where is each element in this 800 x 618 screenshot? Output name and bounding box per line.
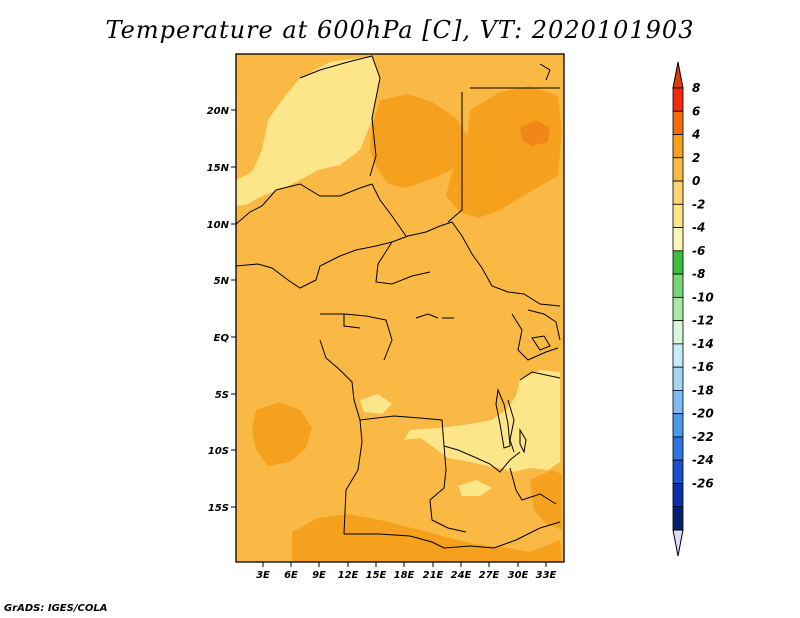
cool-region-north <box>236 56 380 206</box>
colorbar-label: -8 <box>692 267 705 281</box>
latitude-labels: 20N 15N 10N 5N EQ 5S 10S 15S <box>207 106 230 514</box>
colorbar-segment <box>672 390 684 415</box>
warm-region-southeast <box>530 470 562 530</box>
map-frame <box>235 53 565 563</box>
colorbar-bottom-arrow <box>672 529 684 557</box>
colorbar-label: 8 <box>692 81 700 95</box>
longitude-labels: 3E 6E 9E 12E 15E 18E 21E 24E 27E 30E 33E <box>256 570 556 581</box>
colorbar-segment <box>672 320 684 345</box>
warm-region-west <box>252 402 312 466</box>
warm-region-northeast <box>446 86 562 218</box>
lon-label: 15E <box>366 570 387 581</box>
colorbar-label: -22 <box>692 430 714 444</box>
hot-spot-northeast <box>520 120 550 146</box>
lat-label: 15S <box>208 503 229 514</box>
colorbar-segment <box>672 296 684 322</box>
colorbar-label: -26 <box>692 476 714 490</box>
colorbar-segment <box>672 343 684 368</box>
warm-region-south <box>292 514 562 562</box>
lon-label: 27E <box>479 570 500 581</box>
colorbar-label: -12 <box>692 314 714 328</box>
colorbar-segment <box>672 366 684 391</box>
colorbar-segment <box>672 459 684 484</box>
colorbar-label: -24 <box>692 453 714 467</box>
colorbar-labels: 8 6 4 2 0 -2 -4 -6 -8 -10 -12 -14 -16 -18 -20 -22 -24 -26 <box>691 81 714 490</box>
lat-label: 15N <box>207 163 230 174</box>
lakes <box>415 313 551 454</box>
cool-region-small-1 <box>360 394 392 414</box>
lat-label: 5S <box>215 390 229 401</box>
colorbar-segment <box>672 436 684 461</box>
chart-title: Temperature at 600hPa [C], VT: 202010190… <box>105 16 695 44</box>
axis-ticks <box>231 109 547 567</box>
colorbar-label: -16 <box>692 360 714 374</box>
colorbar-segment <box>672 273 684 298</box>
colorbar-label: 6 <box>692 104 700 118</box>
colorbar-label: 4 <box>691 128 700 142</box>
colorbar-segment <box>672 250 684 275</box>
cool-region-small-2 <box>458 480 492 496</box>
colorbar-label: 2 <box>692 151 700 165</box>
lon-label: 21E <box>423 570 444 581</box>
lon-label: 9E <box>312 570 326 581</box>
footer-credit: GrADS: IGES/COLA <box>4 603 108 614</box>
lon-label: 30E <box>508 570 529 581</box>
colorbar-label: -2 <box>692 197 705 211</box>
colorbar-segment <box>672 483 684 508</box>
colorbar-top-arrow <box>672 61 684 89</box>
warm-region-north <box>370 94 470 188</box>
colorbar: 8 6 4 2 0 -2 -4 -6 -8 -10 -12 -14 -16 -18 -20 -22 -24 -26 <box>672 61 714 557</box>
colorbar-label: -20 <box>692 407 714 421</box>
colorbar-label: -14 <box>692 337 714 351</box>
lon-label: 6E <box>284 570 298 581</box>
colorbar-segments <box>672 87 684 531</box>
lat-label: EQ <box>214 333 230 344</box>
colorbar-segment <box>672 506 684 531</box>
colorbar-segment <box>672 180 684 205</box>
colorbar-label: -6 <box>692 244 705 258</box>
lat-label: 10S <box>208 446 229 457</box>
colorbar-label: -4 <box>692 221 705 235</box>
lon-label: 18E <box>394 570 415 581</box>
lon-label: 33E <box>536 570 557 581</box>
lat-label: 5N <box>214 276 230 287</box>
colorbar-label: 0 <box>692 174 700 188</box>
lon-label: 3E <box>256 570 270 581</box>
colorbar-segment <box>672 413 684 438</box>
colorbar-segment <box>672 227 684 252</box>
colorbar-segment <box>672 203 684 228</box>
lat-label: 20N <box>207 106 230 117</box>
lon-label: 12E <box>338 570 359 581</box>
colorbar-segment <box>672 110 684 135</box>
lon-label: 24E <box>451 570 472 581</box>
colorbar-segment <box>672 157 684 182</box>
lat-label: 10N <box>207 220 230 231</box>
country-boundaries <box>235 55 561 549</box>
colorbar-segment <box>672 134 684 159</box>
colorbar-segment <box>672 87 684 112</box>
colorbar-label: -10 <box>692 290 714 304</box>
colorbar-label: -18 <box>692 383 714 397</box>
map-panel <box>235 53 565 563</box>
